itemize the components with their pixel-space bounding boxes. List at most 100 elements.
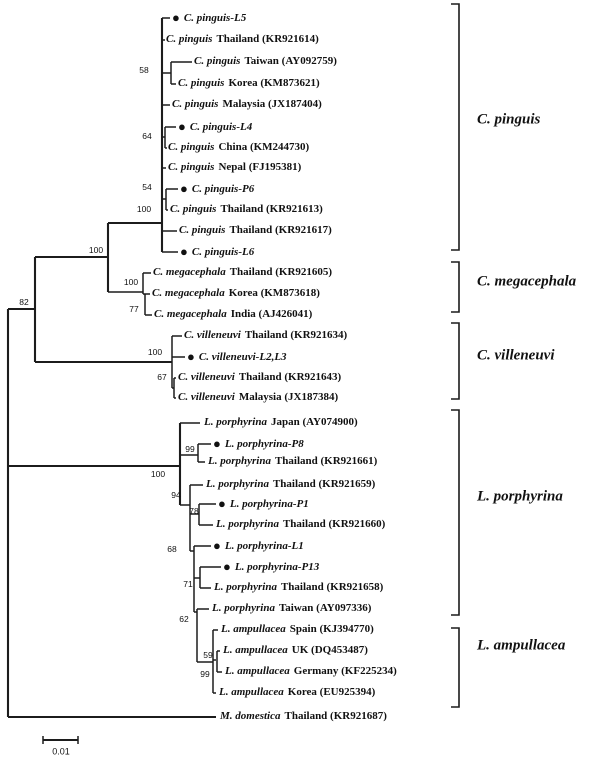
tip-label: C. megacephala Thailand (KR921605) [153,267,332,278]
tip-label: L. ampullacea Spain (KJ394770) [221,624,374,635]
tip-label: C. megacephala India (AJ426041) [154,309,312,320]
tip-label: L. porphyrina Thailand (KR921659) [206,479,375,490]
taxon-name: C. megacephala [154,308,227,321]
support-value: 99 [185,443,195,454]
tip-label: ● C. pinguis-L6 [180,245,254,258]
clade-bracket [451,261,460,313]
tip-label: ● C. pinguis-P6 [180,182,254,195]
tip-label: ● C. pinguis-L4 [178,120,252,133]
clade-bracket [451,627,460,708]
support-value: 71 [183,578,193,589]
taxon-name: C. pinguis [168,161,215,174]
tip-label: L. porphyrina Thailand (KR921660) [216,519,385,530]
support-value: 100 [123,276,139,287]
taxon-locality-accession: Nepal (FJ195381) [218,161,302,174]
tip-label: C. pinguis Korea (KM873621) [178,78,320,89]
taxon-name: C. villeneuvi [178,391,235,404]
taxon-locality-accession: India (AJ426041) [230,308,313,321]
taxon-locality-accession: Korea (KM873621) [228,77,320,90]
tip-label: ● C. villeneuvi-L2,L3 [187,350,287,363]
clade-bracket [451,3,460,251]
taxon-name: L. ampullacea [221,623,286,636]
taxon-name: L. ampullacea [225,665,290,678]
clade-label: C. megacephala [477,273,577,290]
clade-label: C. villeneuvi [477,347,555,364]
support-value: 64 [142,130,152,141]
tip-label: C. villeneuvi Thailand (KR921634) [184,330,347,341]
support-value: 99 [200,668,210,679]
tip-label: L. porphyrina Thailand (KR921658) [214,582,383,593]
taxon-locality-accession: Spain (KJ394770) [289,623,374,636]
tip-label: C. pinguis Thailand (KR921613) [170,204,323,215]
taxon-name: L. porphyrina [216,518,279,531]
tip-label: ● L. porphyrina-P13 [223,560,319,573]
taxon-name: L. ampullacea [219,686,284,699]
taxon-locality-accession: Thailand (KR921658) [280,581,384,594]
taxon-dot-icon: ● [180,180,188,196]
taxon-locality-accession: Thailand (KR921634) [244,329,348,342]
taxon-name: L. porphyrina [208,455,271,468]
taxon-name: C. villeneuvi [184,329,241,342]
taxon-locality-accession: Japan (AY074900) [270,416,358,429]
taxon-dot-icon: ● [223,558,231,574]
tip-label: C. pinguis Taiwan (AY092759) [194,56,337,67]
clade-label: L. porphyrina [477,488,563,505]
taxon-name: C. villeneuvi-L2,L3 [198,350,287,363]
taxon-name: L. porphyrina [212,602,275,615]
clade-label: C. pinguis [477,111,541,128]
taxon-name: C. pinguis [179,224,226,237]
tip-label: C. villeneuvi Thailand (KR921643) [178,372,341,383]
taxon-locality-accession: Thailand (KR921687) [284,710,387,723]
tip-label: M. domestica Thailand (KR921687) [220,711,387,722]
taxon-name: C. pinguis-L5 [183,11,247,24]
taxon-name: C. pinguis [168,141,215,154]
taxon-dot-icon: ● [178,118,186,134]
tip-label: L. porphyrina Taiwan (AY097336) [212,603,371,614]
support-value: 62 [179,613,189,624]
taxon-locality-accession: Malaysia (JX187384) [238,391,339,404]
support-value: 54 [142,181,152,192]
tip-label: C. megacephala Korea (KM873618) [152,288,320,299]
clade-bracket [451,409,460,616]
taxon-name: M. domestica [220,710,281,723]
tip-label: L. porphyrina Thailand (KR921661) [208,456,377,467]
taxon-dot-icon: ● [213,537,221,553]
taxon-name: C. pinguis-P6 [191,182,255,195]
tip-label: C. pinguis Malaysia (JX187404) [172,99,322,110]
taxon-locality-accession: Germany (KF225234) [293,665,397,678]
clade-label: L. ampullacea [477,637,566,654]
support-value: 100 [147,346,163,357]
support-value: 100 [136,203,152,214]
taxon-dot-icon: ● [180,243,188,259]
taxon-name: L. porphyrina-P8 [224,437,304,450]
taxon-locality-accession: Thailand (KR921605) [229,266,333,279]
taxon-name: C. pinguis [194,55,241,68]
taxon-name: C. pinguis [178,77,225,90]
taxon-locality-accession: Korea (EU925394) [287,686,376,699]
taxon-name: L. porphyrina-P13 [234,560,320,573]
tip-label: L. ampullacea Germany (KF225234) [225,666,397,677]
taxon-locality-accession: Thailand (KR921613) [220,203,323,216]
taxon-name: L. porphyrina-L1 [224,539,304,552]
taxon-locality-accession: UK (DQ453487) [291,644,368,657]
taxon-locality-accession: Korea (KM873618) [228,287,320,300]
clade-bracket [451,322,460,400]
taxon-dot-icon: ● [213,435,221,451]
support-value: 100 [88,244,104,255]
support-value: 59 [203,649,213,660]
taxon-name: L. porphyrina-P1 [229,497,309,510]
support-value: 94 [171,489,181,500]
tip-label: ● C. pinguis-L5 [172,11,246,24]
taxon-name: L. ampullacea [223,644,288,657]
taxon-name: C. villeneuvi [178,371,235,384]
taxon-locality-accession: Malaysia (JX187404) [222,98,322,111]
support-value: 67 [157,371,167,382]
taxon-name: C. megacephala [152,287,225,300]
taxon-dot-icon: ● [187,348,195,364]
support-value: 68 [167,543,177,554]
taxon-locality-accession: Thailand (KR921643) [238,371,342,384]
taxon-locality-accession: Thailand (KR921659) [272,478,376,491]
tip-label: ● L. porphyrina-P8 [213,437,304,450]
